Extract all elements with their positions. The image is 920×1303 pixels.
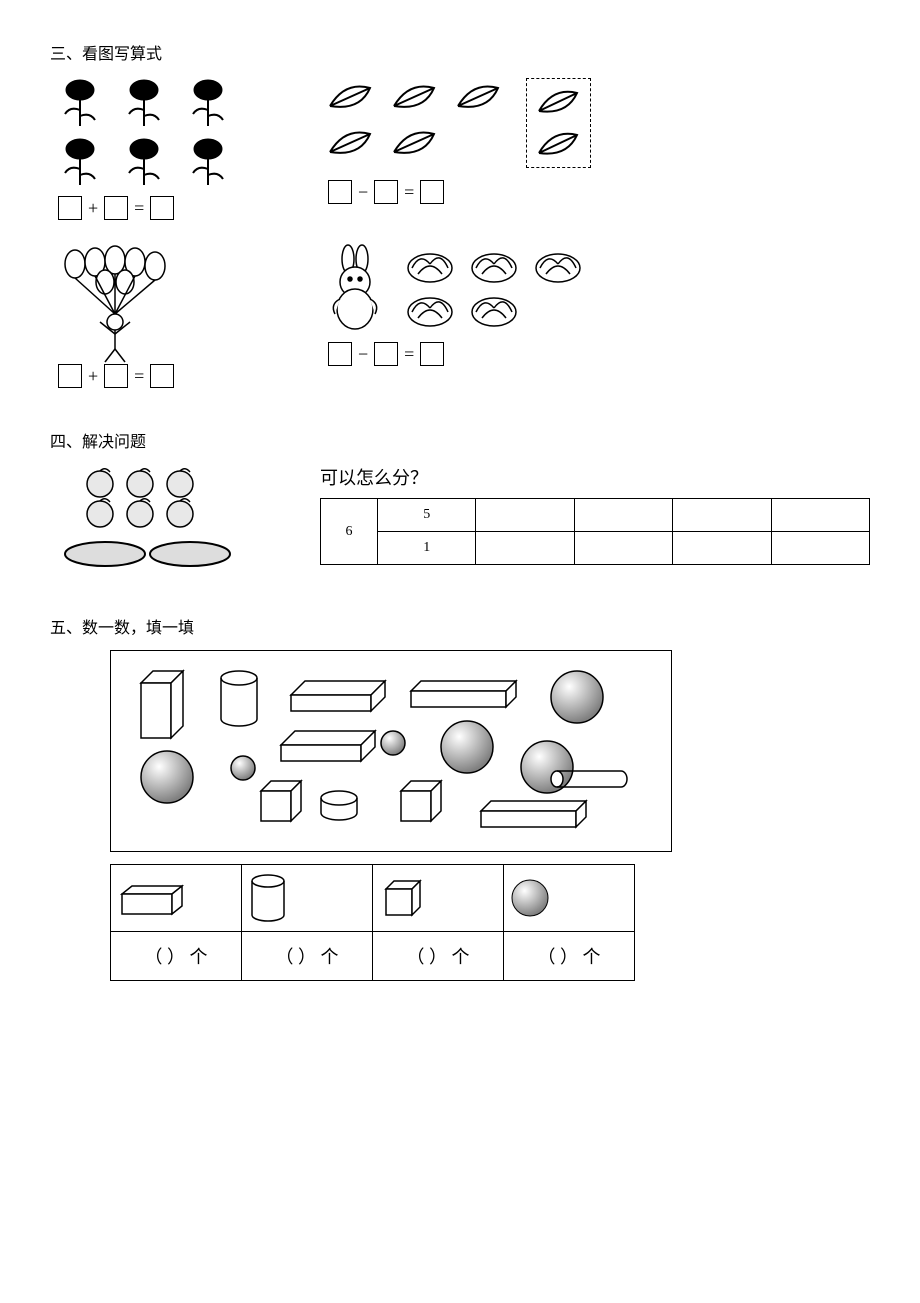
leaf-icon	[384, 122, 444, 164]
shapes-box	[110, 650, 672, 852]
shape-header-cube	[373, 865, 504, 932]
shape-header-sphere	[504, 865, 635, 932]
section-3: 三、看图写算式 + =	[50, 40, 870, 388]
eq: =	[134, 366, 144, 387]
section-3-title: 三、看图写算式	[50, 40, 870, 64]
op: −	[358, 182, 368, 203]
cabbage-icon	[400, 288, 460, 328]
split-cell[interactable]	[673, 532, 771, 565]
balloon-kid-icon	[50, 244, 180, 364]
q3-item-balloons: + =	[50, 244, 180, 388]
section-4-title: 四、解决问题	[50, 428, 870, 452]
answer-box[interactable]	[328, 342, 352, 366]
rabbit-icon	[320, 244, 390, 334]
answer-box[interactable]	[420, 342, 444, 366]
eq: =	[134, 198, 144, 219]
shape-header-cylinder	[242, 865, 373, 932]
equation: + =	[58, 196, 174, 220]
leaf-icon	[384, 76, 444, 118]
split-cell[interactable]	[574, 532, 672, 565]
split-cell[interactable]	[574, 499, 672, 532]
leaf-icon	[320, 122, 380, 164]
split-cell[interactable]	[771, 532, 869, 565]
dashed-group	[526, 78, 591, 168]
answer-box[interactable]	[150, 196, 174, 220]
flower-icon	[178, 135, 238, 190]
q4-table-wrap: 可以怎么分？ 6 5 1	[320, 464, 870, 565]
answer-box[interactable]	[150, 364, 174, 388]
equation: + =	[58, 364, 174, 388]
answer-box[interactable]	[104, 196, 128, 220]
flower-icon	[178, 76, 238, 131]
count-answer[interactable]: （ ） 个	[504, 932, 635, 981]
answer-box[interactable]	[374, 342, 398, 366]
section-4: 四、解决问题 可以怎么分？ 6 5	[50, 428, 870, 574]
split-cell[interactable]: 5	[378, 499, 476, 532]
equation: − =	[328, 180, 444, 204]
section-5: 五、数一数，填一填 （	[50, 614, 870, 981]
cylinder-icon	[243, 871, 293, 925]
cabbage-icon	[464, 244, 524, 284]
q4-body: 可以怎么分？ 6 5 1	[50, 464, 870, 574]
flower-icon	[114, 76, 174, 131]
answer-box[interactable]	[328, 180, 352, 204]
leaf-icon	[531, 83, 586, 121]
split-cell[interactable]	[476, 532, 574, 565]
split-cell[interactable]: 1	[378, 532, 476, 565]
answer-box[interactable]	[374, 180, 398, 204]
flower-icon	[50, 76, 110, 131]
peaches-plates-icon	[50, 464, 250, 574]
q3-item-rabbit: − =	[320, 244, 620, 388]
leaf-icon	[448, 76, 508, 118]
leaf-icon	[320, 76, 380, 118]
q4-table-title: 可以怎么分？	[320, 464, 870, 490]
op: +	[88, 366, 98, 387]
q3-item-leaves: − =	[320, 76, 591, 220]
leaf-icon	[531, 125, 586, 163]
cabbage-icon	[464, 288, 524, 328]
op: −	[358, 344, 368, 365]
answer-box[interactable]	[104, 364, 128, 388]
sphere-icon	[505, 873, 555, 923]
answer-box[interactable]	[420, 180, 444, 204]
op: +	[88, 198, 98, 219]
cube-icon	[374, 873, 428, 923]
count-answer[interactable]: （ ） 个	[373, 932, 504, 981]
q4-picture	[50, 464, 290, 574]
flower-icon	[50, 135, 110, 190]
eq: =	[404, 344, 414, 365]
section-5-title: 五、数一数，填一填	[50, 614, 870, 638]
split-table: 6 5 1	[320, 498, 870, 565]
split-cell[interactable]	[476, 499, 574, 532]
count-answer[interactable]: （ ） 个	[242, 932, 373, 981]
shapes-svg	[121, 661, 661, 841]
q3-row-1: + =	[50, 76, 870, 220]
count-answer[interactable]: （ ） 个	[111, 932, 242, 981]
count-table: （ ） 个 （ ） 个 （ ） 个 （ ） 个	[110, 864, 635, 981]
shape-header-cuboid	[111, 865, 242, 932]
cabbage-icon	[528, 244, 588, 284]
cabbage-icon	[400, 244, 460, 284]
cuboid-icon	[112, 876, 192, 920]
eq: =	[404, 182, 414, 203]
split-total: 6	[321, 499, 378, 565]
q3-item-flowers: + =	[50, 76, 260, 220]
equation: − =	[328, 342, 444, 366]
split-cell[interactable]	[673, 499, 771, 532]
flower-icon	[114, 135, 174, 190]
answer-box[interactable]	[58, 364, 82, 388]
q3-row-2: + =	[50, 244, 870, 388]
answer-box[interactable]	[58, 196, 82, 220]
split-cell[interactable]	[771, 499, 869, 532]
